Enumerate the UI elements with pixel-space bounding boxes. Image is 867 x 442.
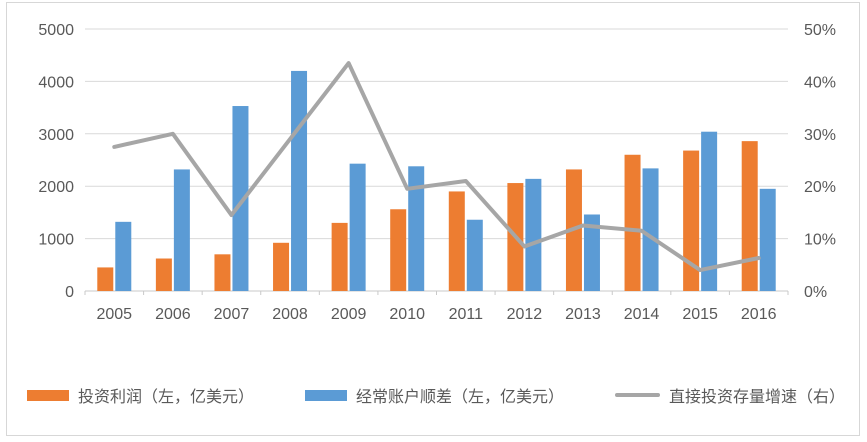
- left-axis-tick-label: 1000: [38, 232, 74, 249]
- x-axis-category-label: 2013: [565, 306, 601, 323]
- right-axis-tick-label: 20%: [804, 179, 836, 196]
- bar-current-account: [466, 219, 483, 291]
- x-axis-category-label: 2011: [449, 306, 484, 323]
- legend: 投资利润（左，亿美元） 经常账户顺差（左，亿美元） 直接投资存量增速（右）: [7, 383, 859, 407]
- right-axis-tick-label: 10%: [804, 232, 836, 249]
- x-axis-category-label: 2005: [96, 306, 132, 323]
- chart-frame: 0 1000 2000 3000 4000 5000 0% 10% 20% 30% 40% 50% 20…: [6, 2, 860, 436]
- trend-line-fdi-stock-growth: [112, 61, 761, 273]
- x-axis-category-label: 2016: [741, 306, 777, 323]
- bar-investment-profit: [683, 150, 700, 291]
- legend-label-current-account: 经常账户顺差（左，亿美元）: [355, 389, 564, 406]
- bar-current-account: [291, 70, 308, 291]
- bar-investment-profit: [624, 154, 641, 291]
- right-axis-tick-label: 40%: [804, 74, 836, 91]
- right-axis-tick-label: 50%: [804, 22, 836, 39]
- legend-item-current-account: 经常账户顺差（左，亿美元）: [304, 383, 564, 407]
- bar-investment-profit: [390, 209, 407, 291]
- bar-current-account: [583, 214, 600, 291]
- legend-label-fdi-stock-growth: 直接投资存量增速（右）: [668, 389, 845, 406]
- bar-current-account: [642, 168, 659, 291]
- x-axis-category-label: 2006: [155, 306, 191, 323]
- legend-swatch-blue-bar-icon: [304, 389, 347, 401]
- bar-current-account: [115, 221, 132, 291]
- right-axis-tick-label: 30%: [804, 127, 836, 144]
- left-axis-tick-label: 4000: [38, 74, 74, 91]
- x-axis-category-label: 2015: [682, 306, 718, 323]
- x-axis-category-label: 2012: [507, 306, 543, 323]
- bar-investment-profit: [273, 242, 290, 291]
- left-axis-tick-label: 5000: [38, 22, 74, 39]
- bar-current-account: [701, 131, 718, 291]
- bar-current-account: [525, 178, 542, 291]
- x-axis-category-label: 2014: [624, 306, 660, 323]
- legend-item-fdi-stock-growth: 直接投资存量增速（右）: [614, 383, 845, 407]
- bar-investment-profit: [214, 254, 231, 291]
- bar-investment-profit: [448, 191, 465, 291]
- x-axis-category-label: 2009: [331, 306, 367, 323]
- x-axis-category-label: 2008: [272, 306, 308, 323]
- x-axis-category-label: 2010: [389, 306, 425, 323]
- bar-current-account: [173, 169, 190, 291]
- bar-current-account: [232, 106, 249, 291]
- left-axis-tick-label: 2000: [38, 179, 74, 196]
- bar-current-account: [408, 166, 425, 291]
- legend-swatch-orange-bar-icon: [27, 389, 69, 401]
- legend-label-investment-profit: 投资利润（左，亿美元）: [78, 389, 255, 406]
- bar-current-account: [349, 163, 366, 291]
- bar-investment-profit: [331, 222, 348, 291]
- chart-plot-area: 0 1000 2000 3000 4000 5000 0% 10% 20% 30% 40% 50% 20…: [38, 22, 836, 323]
- x-axis-category-label: 2007: [214, 306, 250, 323]
- bar-current-account: [759, 188, 776, 291]
- left-axis-tick-label: 0: [65, 284, 74, 301]
- bar-investment-profit: [97, 267, 114, 291]
- right-axis-tick-label: 0%: [804, 284, 827, 301]
- legend-swatch-gray-line-icon: [614, 393, 660, 397]
- bar-investment-profit: [155, 258, 172, 291]
- bar-investment-profit: [741, 141, 758, 291]
- legend-item-investment-profit: 投资利润（左，亿美元）: [27, 383, 254, 407]
- left-axis-tick-label: 3000: [38, 127, 74, 144]
